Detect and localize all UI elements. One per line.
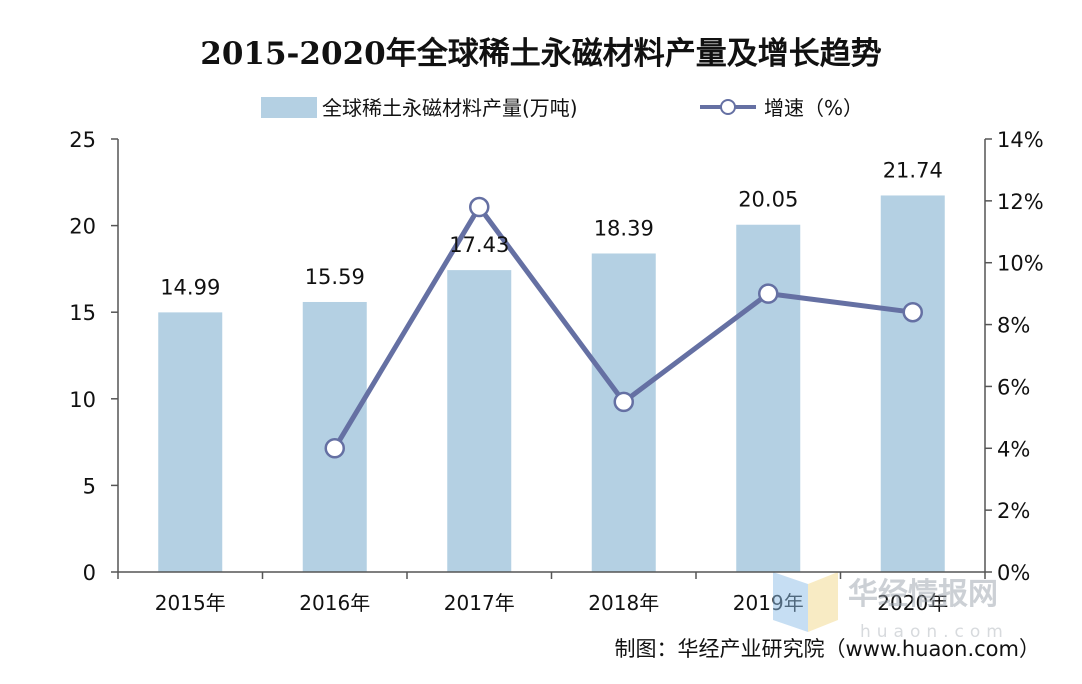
bar-data-label: 17.43 xyxy=(449,233,509,257)
right-tick-label: 2% xyxy=(997,499,1030,523)
watermark-logo xyxy=(773,572,808,632)
right-axis-ticks: 0% 2% 4% 6% 8% 10% 12% 14% xyxy=(985,128,1044,585)
growth-point xyxy=(469,196,490,218)
left-tick-label: 25 xyxy=(69,128,96,152)
legend: 全球稀土永磁材料产量(万吨) 增速（%） xyxy=(261,96,863,120)
watermark-domain: huaon.com xyxy=(860,622,1009,642)
left-tick-label: 20 xyxy=(69,215,96,239)
left-tick-label: 5 xyxy=(83,474,96,498)
bar xyxy=(880,195,945,572)
right-tick-label: 12% xyxy=(997,190,1044,214)
bar xyxy=(591,253,656,572)
bar-data-label: 18.39 xyxy=(594,216,654,240)
bar-data-label: 20.05 xyxy=(738,188,798,212)
x-tick-label: 2017年 xyxy=(444,591,515,615)
source-note: 制图：华经产业研究院（www.huaon.com） xyxy=(615,637,1040,661)
x-tick-label: 2015年 xyxy=(155,591,226,615)
line-series xyxy=(324,196,923,459)
watermark-brand: 华经情报网 xyxy=(848,577,998,612)
bar-data-labels: 14.99 15.59 17.43 18.39 20.05 21.74 xyxy=(160,158,943,299)
watermark-logo-part xyxy=(808,572,838,632)
left-tick-label: 0 xyxy=(83,561,96,585)
x-tick-label: 2018年 xyxy=(588,591,659,615)
legend-line-marker xyxy=(720,99,736,115)
right-tick-label: 0% xyxy=(997,561,1030,585)
left-tick-label: 10 xyxy=(69,388,96,412)
right-tick-label: 10% xyxy=(997,252,1044,276)
bar xyxy=(302,301,367,572)
left-axis-ticks: 0 5 10 15 20 25 xyxy=(69,128,118,585)
bar-data-label: 15.59 xyxy=(305,265,365,289)
watermark: 华经情报网 huaon.com xyxy=(773,572,1009,642)
left-tick-label: 15 xyxy=(69,301,96,325)
right-tick-label: 14% xyxy=(997,128,1044,152)
legend-line-label: 增速（%） xyxy=(764,96,863,120)
bar-data-label: 14.99 xyxy=(160,275,220,299)
right-tick-label: 8% xyxy=(997,314,1030,338)
x-tick-label: 2020年 xyxy=(877,591,948,615)
right-tick-label: 6% xyxy=(997,375,1030,399)
growth-point xyxy=(324,438,345,459)
legend-bar-label: 全球稀土永磁材料产量(万吨) xyxy=(322,96,578,120)
bar xyxy=(158,312,223,572)
growth-point xyxy=(902,301,923,323)
legend-bar-swatch xyxy=(261,97,317,118)
chart-title: 2015-2020年全球稀土永磁材料产量及增长趋势 xyxy=(200,36,881,72)
x-axis-tick-labels: 2015年 2016年 2017年 2018年 2019年 2020年 xyxy=(117,572,986,615)
right-tick-label: 4% xyxy=(997,437,1030,461)
bar-series xyxy=(158,195,945,572)
x-tick-label: 2016年 xyxy=(299,591,370,615)
bar xyxy=(736,224,801,572)
bar-data-label: 21.74 xyxy=(883,158,943,182)
bar xyxy=(447,270,512,572)
growth-point xyxy=(758,283,779,304)
growth-point xyxy=(613,391,634,413)
